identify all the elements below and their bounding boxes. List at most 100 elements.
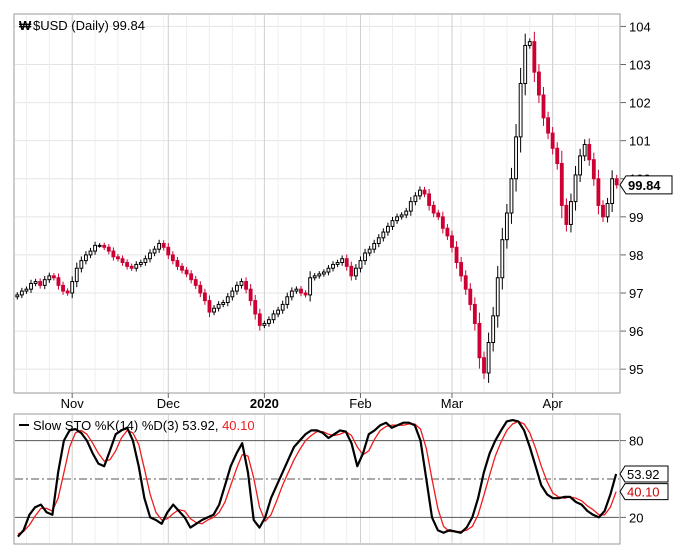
candle-body (418, 189, 422, 197)
candle-body (212, 307, 216, 313)
candle-body (349, 265, 354, 277)
candle-body (285, 296, 290, 305)
price-tick-label: 97 (629, 286, 643, 301)
candle-body (523, 44, 528, 85)
candle-body (248, 288, 253, 302)
candle-body (70, 281, 75, 294)
candle-body (555, 147, 560, 165)
candle-body (235, 284, 239, 292)
candle-body (93, 244, 97, 252)
candle-body (198, 284, 203, 294)
candle-body (376, 237, 381, 244)
candle-body (537, 71, 541, 96)
candle-body (450, 235, 454, 248)
x-tick-label: Dec (157, 396, 181, 411)
candle-body (280, 303, 285, 311)
candle-body (106, 246, 111, 252)
candle-body (459, 262, 464, 277)
candle-body (587, 143, 592, 161)
candle-body (299, 288, 303, 294)
candle-body (253, 300, 258, 315)
candle-body (61, 284, 65, 292)
stochastic-lines (17, 419, 618, 538)
candle-body (51, 275, 56, 279)
price-tick-label: 96 (629, 324, 643, 339)
candle-body (445, 227, 450, 237)
candle-body (276, 309, 281, 315)
stochastic-k-value-tag-label: 53.92 (627, 467, 660, 482)
candle-body (29, 282, 33, 290)
candle-body (353, 267, 358, 277)
candle-body (367, 248, 372, 254)
candle-body (129, 265, 134, 269)
candle-body (321, 271, 326, 275)
candle-body (308, 277, 313, 296)
candle-body (189, 273, 194, 281)
candle-body (157, 242, 162, 250)
candle-body (326, 267, 331, 273)
candle-body (591, 159, 596, 180)
candle-body (216, 303, 221, 309)
price-legend: ₩ $USD (Daily) 99.84 (19, 18, 145, 33)
candle-body (47, 275, 52, 281)
x-tick-label: Mar (441, 396, 464, 411)
candle-body (152, 248, 157, 254)
stochastic-d-value-tag-label: 40.10 (627, 485, 660, 500)
candle-body (413, 195, 418, 203)
candle-body (221, 302, 226, 305)
candle-body (527, 41, 532, 46)
candle-body (564, 204, 569, 225)
candle-body (143, 258, 148, 264)
candle-body (97, 244, 102, 247)
candle-body (303, 292, 308, 296)
price-tick-label: 95 (629, 362, 643, 377)
candle-body (404, 210, 409, 216)
candle-body (267, 319, 271, 324)
candle-body (573, 174, 578, 203)
candle-body (161, 242, 166, 248)
candle-body (408, 201, 413, 212)
candle-body (42, 279, 47, 286)
price-tick-label: 104 (629, 19, 651, 34)
stochastic-tick-label: 20 (629, 510, 643, 525)
price-last-value-label: 99.84 (628, 178, 661, 193)
price-legend-mark: ₩ (19, 18, 32, 33)
stochastic-tick-label: 80 (629, 434, 643, 449)
price-last-value-box (619, 175, 673, 195)
candle-body (116, 256, 120, 260)
candle-body (399, 214, 404, 218)
price-last-value-tag: 99.84 (619, 175, 673, 195)
candle-body (170, 254, 175, 262)
x-tick-label: Nov (61, 396, 85, 411)
x-tick-label: Apr (543, 396, 564, 411)
candle-body (468, 288, 473, 305)
candle-body (491, 315, 496, 343)
candle-body (472, 303, 477, 324)
x-tick-label: 2020 (250, 396, 279, 411)
price-tick-label: 99 (629, 210, 643, 225)
candle-body (363, 252, 367, 262)
candle-body (193, 279, 198, 286)
price-tick-label: 102 (629, 96, 651, 111)
candle-body (88, 250, 93, 256)
candle-body (532, 41, 537, 73)
candle-body (166, 246, 171, 256)
candle-body (148, 252, 152, 260)
stochastic-panel-frame (13, 413, 621, 545)
candle-body (111, 250, 116, 258)
candle-body (358, 260, 363, 269)
candle-body (331, 263, 335, 269)
candle-body (84, 254, 88, 262)
candle-body (257, 313, 262, 326)
candle-body (225, 296, 230, 304)
candle-body (578, 155, 583, 176)
candle-body (184, 269, 189, 275)
candle-body (477, 322, 482, 359)
candle-body (340, 258, 345, 264)
candle-body (239, 281, 244, 286)
stochastic-k-value-tag-box (619, 465, 669, 483)
candle-body (440, 216, 445, 229)
